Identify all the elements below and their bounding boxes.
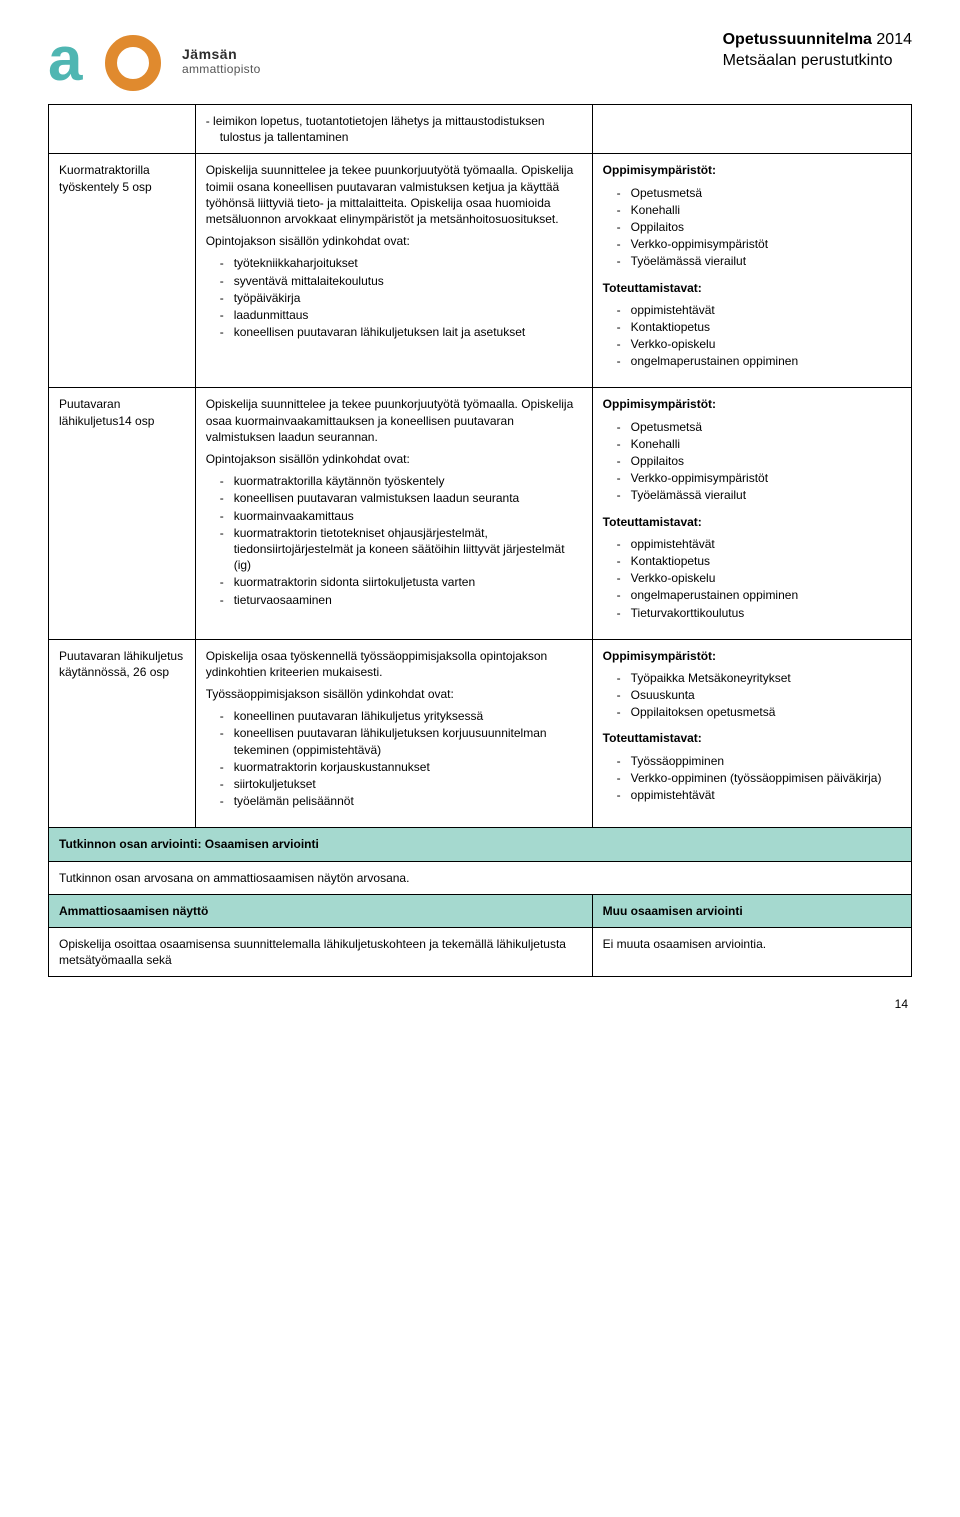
page-header: a Jämsän ammattiopisto Opetussuunnitelma… <box>48 30 912 92</box>
row2-env-list: OpetusmetsäKonehalliOppilaitosVerkko-opp… <box>603 419 901 504</box>
brand-line2: ammattiopisto <box>182 62 261 76</box>
list-item: kuormainvaakamittaus <box>206 508 582 524</box>
list-item: Opetusmetsä <box>603 419 901 435</box>
row1-subheading: Opintojakson sisällön ydinkohdat ovat: <box>206 233 582 249</box>
list-item: Verkko-opiskelu <box>603 336 901 352</box>
list-item: laadunmittaus <box>206 307 582 323</box>
green2-left: Ammattiosaamisen näyttö <box>49 894 593 927</box>
list-item: Työssäoppiminen <box>603 753 901 769</box>
row3-impl-list: TyössäoppiminenVerkko-oppiminen (työssäo… <box>603 753 901 804</box>
row3-left: Puutavaran lähikuljetus käytännössä, 26 … <box>49 639 196 828</box>
doc-title: Opetussuunnitelma 2014 Metsäalan perustu… <box>723 30 912 72</box>
row2-para: Opiskelija suunnittelee ja tekee puunkor… <box>206 396 582 445</box>
green2-right: Muu osaamisen arviointi <box>592 894 911 927</box>
green-demo-row: Ammattiosaamisen näyttö Muu osaamisen ar… <box>49 894 912 927</box>
list-item: Konehalli <box>603 202 901 218</box>
row2-env-h: Oppimisympäristöt: <box>603 396 901 412</box>
curriculum-table: - leimikon lopetus, tuotantotietojen läh… <box>48 104 912 977</box>
list-item: työpäiväkirja <box>206 290 582 306</box>
list-item: koneellinen puutavaran lähikuljetus yrit… <box>206 708 582 724</box>
row3-para: Opiskelija osaa työskennellä työssäoppim… <box>206 648 582 680</box>
green1-text: Tutkinnon osan arviointi: Osaamisen arvi… <box>49 828 912 861</box>
list-item: Oppilaitos <box>603 219 901 235</box>
row3-mid-list: koneellinen puutavaran lähikuljetus yrit… <box>206 708 582 809</box>
list-item: siirtokuljetukset <box>206 776 582 792</box>
list-item: Oppilaitoksen opetusmetsä <box>603 704 901 720</box>
list-item: Verkko-oppimisympäristöt <box>603 236 901 252</box>
list-item: ongelmaperustainen oppiminen <box>603 353 901 369</box>
list-item: oppimistehtävät <box>603 302 901 318</box>
list-item: Työelämässä vierailut <box>603 487 901 503</box>
grade-statement-row: Tutkinnon osan arvosana on ammattiosaami… <box>49 861 912 894</box>
row1-impl-h: Toteuttamistavat: <box>603 280 901 296</box>
list-item: Työelämässä vierailut <box>603 253 901 269</box>
row3-env-list: Työpaikka MetsäkoneyrityksetOsuuskuntaOp… <box>603 670 901 721</box>
row3-env-h: Oppimisympäristöt: <box>603 648 901 664</box>
row2-impl-h: Toteuttamistavat: <box>603 514 901 530</box>
doc-subtitle: Metsäalan perustutkinto <box>723 51 912 72</box>
list-item: Konehalli <box>603 436 901 452</box>
row1-env-h: Oppimisympäristöt: <box>603 162 901 178</box>
brand-text: Jämsän ammattiopisto <box>182 46 261 76</box>
list-item: Osuuskunta <box>603 687 901 703</box>
row-lahikuljetus26: Puutavaran lähikuljetus käytännössä, 26 … <box>49 639 912 828</box>
list-item: Kontaktiopetus <box>603 319 901 335</box>
row2-subheading: Opintojakson sisällön ydinkohdat ovat: <box>206 451 582 467</box>
list-item: työtekniikkaharjoitukset <box>206 255 582 271</box>
list-item: Opetusmetsä <box>603 185 901 201</box>
brand-line1: Jämsän <box>182 46 261 62</box>
list-item: koneellisen puutavaran valmistuksen laad… <box>206 490 582 506</box>
row1-para: Opiskelija suunnittelee ja tekee puunkor… <box>206 162 582 227</box>
row3-subheading: Työssäoppimisjakson sisällön ydinkohdat … <box>206 686 582 702</box>
span1-text: Tutkinnon osan arvosana on ammattiosaami… <box>49 861 912 894</box>
list-item: kuormatraktorin tietotekniset ohjausjärj… <box>206 525 582 574</box>
bottom-row: Opiskelija osoittaa osaamisensa suunnitt… <box>49 927 912 976</box>
list-item: Verkko-oppiminen (työssäoppimisen päiväk… <box>603 770 901 786</box>
list-item: koneellisen puutavaran lähikuljetuksen k… <box>206 725 582 757</box>
row2-left: Puutavaran lähikuljetus14 osp <box>49 388 196 639</box>
document-page: a Jämsän ammattiopisto Opetussuunnitelma… <box>0 0 960 1041</box>
svg-text:a: a <box>48 30 83 92</box>
row3-impl-h: Toteuttamistavat: <box>603 730 901 746</box>
list-item: tieturvaosaaminen <box>206 592 582 608</box>
row2-impl-list: oppimistehtävätKontaktiopetusVerkko-opis… <box>603 536 901 621</box>
row-lahikuljetus14: Puutavaran lähikuljetus14 osp Opiskelija… <box>49 388 912 639</box>
list-item: syventävä mittalaitekoulutus <box>206 273 582 289</box>
row2-mid-list: kuormatraktorilla käytännön työskentelyk… <box>206 473 582 608</box>
list-item: Tieturvakorttikoulutus <box>603 605 901 621</box>
logo-block: a Jämsän ammattiopisto <box>48 30 261 92</box>
list-item: Oppilaitos <box>603 453 901 469</box>
green-assessment-header: Tutkinnon osan arviointi: Osaamisen arvi… <box>49 828 912 861</box>
list-item: kuormatraktorilla käytännön työskentely <box>206 473 582 489</box>
row1-impl-list: oppimistehtävätKontaktiopetusVerkko-opis… <box>603 302 901 370</box>
row1-left: Kuormatraktorilla työskentely 5 osp <box>49 154 196 388</box>
bottom-left: Opiskelija osoittaa osaamisensa suunnitt… <box>49 927 593 976</box>
list-item: Työpaikka Metsäkoneyritykset <box>603 670 901 686</box>
top-partial-row: - leimikon lopetus, tuotantotietojen läh… <box>49 105 912 154</box>
bottom-right: Ei muuta osaamisen arviointia. <box>592 927 911 976</box>
list-item: Verkko-oppimisympäristöt <box>603 470 901 486</box>
row1-env-list: OpetusmetsäKonehalliOppilaitosVerkko-opp… <box>603 185 901 270</box>
list-item: koneellisen puutavaran lähikuljetuksen l… <box>206 324 582 340</box>
row-kuormatraktori: Kuormatraktorilla työskentely 5 osp Opis… <box>49 154 912 388</box>
list-item: ongelmaperustainen oppiminen <box>603 587 901 603</box>
list-item: kuormatraktorin sidonta siirtokuljetusta… <box>206 574 582 590</box>
page-number: 14 <box>48 997 912 1011</box>
list-item: Kontaktiopetus <box>603 553 901 569</box>
ao-logo-icon: a <box>48 30 168 92</box>
row1-mid-list: työtekniikkaharjoitukset syventävä mittal… <box>206 255 582 340</box>
list-item: Verkko-opiskelu <box>603 570 901 586</box>
top-mid-text: - leimikon lopetus, tuotantotietojen läh… <box>206 113 582 145</box>
list-item: oppimistehtävät <box>603 536 901 552</box>
list-item: kuormatraktorin korjauskustannukset <box>206 759 582 775</box>
title-year: 2014 <box>876 31 912 48</box>
title-bold: Opetussuunnitelma <box>723 31 872 48</box>
list-item: työelämän pelisäännöt <box>206 793 582 809</box>
list-item: oppimistehtävät <box>603 787 901 803</box>
